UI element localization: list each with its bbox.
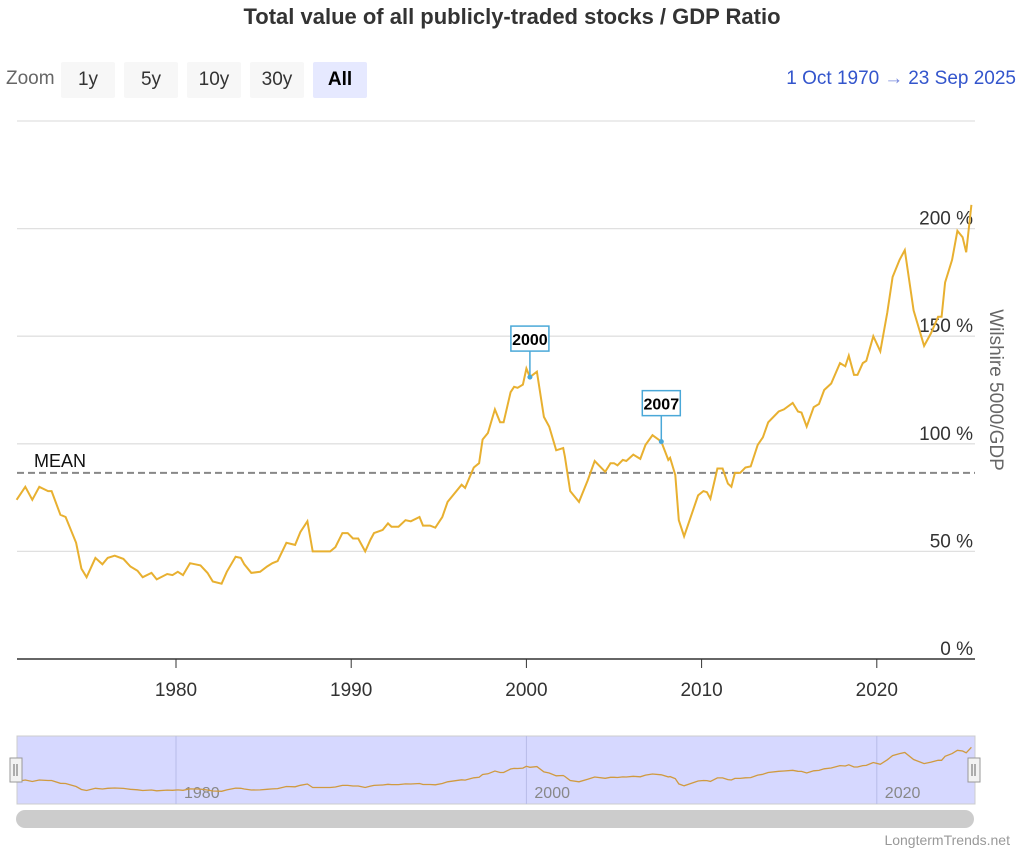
y-tick-label: 150 % bbox=[919, 316, 973, 337]
series-line bbox=[15, 204, 973, 585]
navigator-tick-label: 2020 bbox=[885, 785, 921, 802]
x-tick-label: 2020 bbox=[856, 680, 898, 701]
y-tick-label: 200 % bbox=[919, 209, 973, 230]
range-separator: → bbox=[884, 68, 904, 89]
y-tick-label: 100 % bbox=[919, 424, 973, 445]
navigator-handle-right[interactable] bbox=[967, 757, 981, 783]
navigator-series bbox=[16, 746, 972, 792]
y-tick-label: 50 % bbox=[930, 531, 973, 552]
flag-point bbox=[527, 374, 533, 380]
zoom-label: Zoom bbox=[6, 68, 55, 89]
flag-point bbox=[658, 439, 664, 445]
navigator-tick-label: 1980 bbox=[184, 785, 220, 802]
x-tick-label: 1990 bbox=[330, 680, 372, 701]
flag-2007: 2007 bbox=[641, 389, 682, 445]
flag-label: 2000 bbox=[512, 332, 548, 349]
y-tick-label: 0 % bbox=[940, 639, 973, 660]
x-tick-label: 2010 bbox=[680, 680, 722, 701]
y-axis-title: Wilshire 5000/GDP bbox=[985, 309, 1006, 471]
flag-box bbox=[641, 389, 682, 417]
range-from[interactable]: 1 Oct 1970 bbox=[786, 68, 880, 89]
navigator-tick-label: 2000 bbox=[534, 785, 570, 802]
zoom-30y-button[interactable]: 30y bbox=[250, 62, 304, 98]
date-range[interactable]: 1 Oct 1970 → 23 Sep 2025 bbox=[786, 68, 1016, 90]
flag-2000: 2000 bbox=[510, 325, 550, 380]
flag-box bbox=[510, 325, 550, 352]
credit: LongtermTrends.net bbox=[884, 832, 1010, 848]
navigator-handle-left[interactable] bbox=[9, 757, 23, 783]
zoom-10y-button[interactable]: 10y bbox=[187, 62, 241, 98]
zoom-1y-button[interactable]: 1y bbox=[61, 62, 115, 98]
flag-label: 2007 bbox=[644, 397, 680, 414]
mean-label: MEAN bbox=[34, 451, 86, 471]
range-to[interactable]: 23 Sep 2025 bbox=[908, 68, 1016, 89]
chart-title: Total value of all publicly-traded stock… bbox=[243, 4, 781, 29]
x-tick-label: 2000 bbox=[505, 680, 547, 701]
navigator-window[interactable] bbox=[16, 735, 976, 805]
scrollbar[interactable] bbox=[16, 810, 974, 828]
zoom-all-button[interactable]: All bbox=[313, 62, 367, 98]
zoom-5y-button[interactable]: 5y bbox=[124, 62, 178, 98]
x-tick-label: 1980 bbox=[155, 680, 197, 701]
